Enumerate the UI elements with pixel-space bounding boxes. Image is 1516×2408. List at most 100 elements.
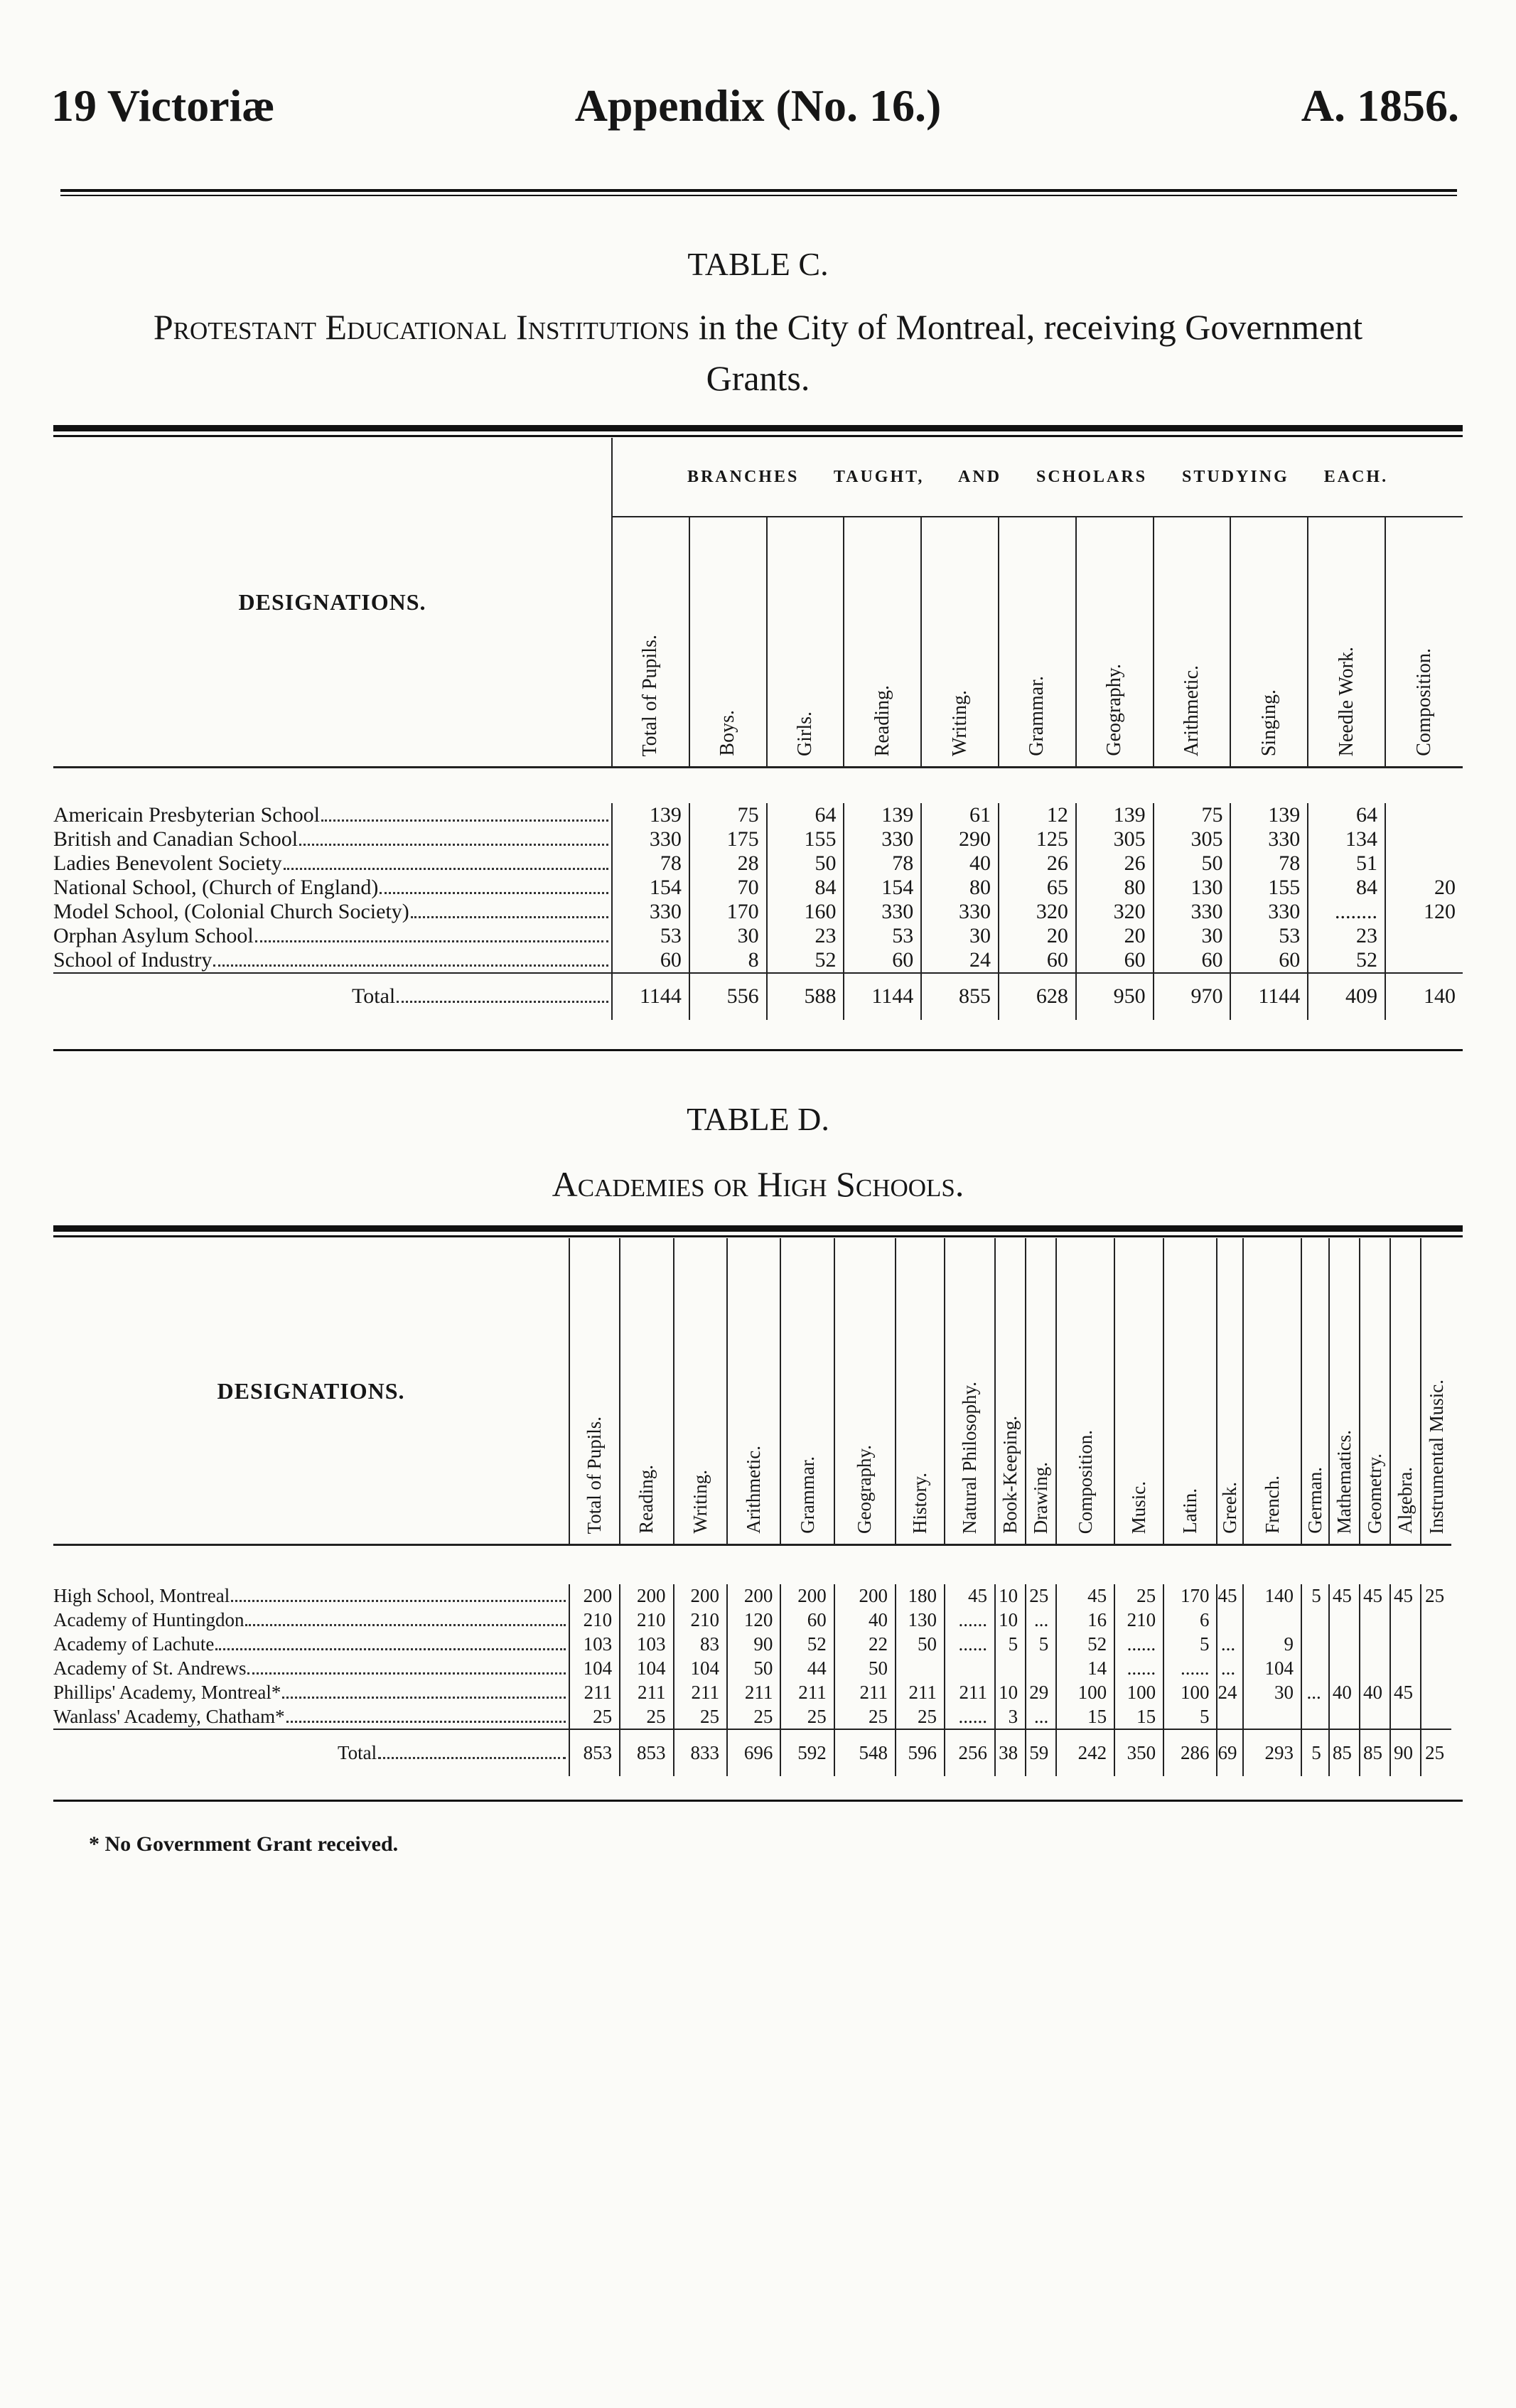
cell: ...: [1300, 1680, 1329, 1705]
column-header: Arithmetic.: [1152, 517, 1231, 768]
cell: 320: [1075, 899, 1154, 924]
cell: 139: [843, 802, 922, 827]
cell: 22: [833, 1632, 896, 1657]
cell: 210: [1114, 1608, 1164, 1633]
cell: 40: [1358, 1680, 1390, 1705]
cell: ........: [1307, 899, 1386, 924]
cell: [1358, 1704, 1390, 1729]
cell: 25: [726, 1704, 781, 1729]
cell: 5: [1163, 1632, 1217, 1657]
cell: 60: [1075, 947, 1154, 973]
cell: 25: [780, 1704, 834, 1729]
table-row: High School, Montreal 200 200 200 200 200 200 1…: [53, 1584, 1452, 1608]
cell: 104: [568, 1656, 620, 1681]
row-label-wrap: Orphan Asylum School: [53, 924, 611, 948]
table-row: Academy of Huntingdon 210 210 210 120 60 40 130…: [53, 1608, 1452, 1633]
cell: 40: [833, 1608, 896, 1633]
cell: 211: [943, 1680, 996, 1705]
cell: 950: [1075, 972, 1154, 1020]
cell: 330: [611, 827, 689, 851]
cell: 154: [843, 875, 922, 900]
cell: [1242, 1704, 1301, 1729]
group-header: BRANCHES TAUGHT, AND SCHOLARS STUDYING E…: [611, 438, 1463, 517]
cell: 211: [726, 1680, 781, 1705]
cell: [943, 1656, 996, 1681]
cell: 25: [1420, 1584, 1452, 1608]
column-header: Grammar.: [998, 517, 1076, 768]
cell: 45: [943, 1584, 996, 1608]
column-header: Reading.: [619, 1238, 674, 1545]
table-label: TABLE C.: [687, 246, 829, 282]
cell: 60: [998, 947, 1076, 973]
cell: 80: [920, 875, 999, 900]
row-label-wrap: Phillips' Academy, Montreal*: [53, 1682, 569, 1704]
leader-dots: [213, 964, 609, 967]
column-header: Reading.: [843, 517, 922, 768]
row-label-cell: Academy of Huntingdon: [53, 1608, 570, 1633]
cell: 330: [843, 827, 922, 851]
cell: 1144: [611, 972, 689, 1020]
column-header-text: History.: [908, 1473, 930, 1534]
column-header-row: DESIGNATIONS. Total of Pupils. Reading. Wri…: [53, 1238, 1452, 1545]
row-label-cell: Academy of St. Andrews: [53, 1656, 570, 1681]
column-header-text: Natural Philosophy.: [958, 1381, 980, 1534]
column-header: Greek.: [1216, 1238, 1244, 1545]
row-label-wrap: Academy of St. Andrews: [53, 1657, 569, 1679]
spacer-cell: [53, 768, 1463, 803]
column-header-text: Grammar.: [796, 1456, 818, 1534]
cell: 65: [998, 875, 1076, 900]
leader-dots: [231, 1600, 566, 1602]
cell: 330: [843, 899, 922, 924]
cell: [894, 1656, 945, 1681]
row-label: Wanlass' Academy, Chatham*: [53, 1705, 285, 1727]
total-row: Total 853 853 833 696 592 548 596 256 38 59 242 350 2…: [53, 1728, 1452, 1776]
column-header-text: Geometry.: [1363, 1453, 1385, 1534]
cell: 30: [688, 923, 767, 948]
column-header-text: Mathematics.: [1333, 1429, 1355, 1534]
cell: 20: [1385, 875, 1463, 900]
cell: 78: [611, 851, 689, 876]
cell: 104: [672, 1656, 727, 1681]
cell: 61: [920, 802, 999, 827]
column-header-text: Music.: [1128, 1480, 1150, 1534]
cell: 409: [1307, 972, 1386, 1020]
cell: 85: [1328, 1728, 1360, 1776]
leader-dots: [245, 1624, 566, 1626]
cell: 330: [611, 899, 689, 924]
cell: 52: [780, 1632, 834, 1657]
cell: [1358, 1632, 1390, 1657]
cell: [1389, 1704, 1421, 1729]
cell: 50: [1152, 851, 1231, 876]
cell: 104: [1242, 1656, 1301, 1681]
column-header-text: Composition.: [1413, 648, 1436, 756]
column-header: Grammar.: [780, 1238, 834, 1545]
cell: [1420, 1680, 1452, 1705]
cell: 134: [1307, 827, 1386, 851]
cell: 84: [765, 875, 844, 900]
leader-dots: [380, 891, 609, 894]
row-label-wrap: School of Industry: [53, 948, 611, 972]
column-header-text: Arithmetic.: [743, 1446, 765, 1534]
row-label-cell: Orphan Asylum School: [53, 923, 613, 948]
cell: 120: [726, 1608, 781, 1633]
cell: [1300, 1608, 1329, 1633]
leader-dots: [283, 867, 609, 870]
designations-header: DESIGNATIONS.: [53, 438, 613, 768]
cell: 30: [1242, 1680, 1301, 1705]
cell: 200: [726, 1584, 781, 1608]
column-header: Latin.: [1163, 1238, 1217, 1545]
cell: [1300, 1704, 1329, 1729]
cell: 25: [833, 1704, 896, 1729]
column-header: Composition.: [1055, 1238, 1115, 1545]
column-header-text: Total of Pupils.: [584, 1416, 606, 1534]
leader-dots: [286, 1720, 566, 1723]
row-label: Academy of Lachute: [53, 1633, 215, 1655]
leader-dots: [254, 940, 609, 942]
total-label: Total: [352, 984, 396, 1008]
table-row: Wanlass' Academy, Chatham* 25 25 25 25 25 25 25…: [53, 1704, 1452, 1729]
cell: 60: [1230, 947, 1308, 973]
cell: [1358, 1656, 1390, 1681]
cell: 80: [1075, 875, 1154, 900]
column-header-text: Grammar.: [1026, 676, 1048, 756]
table-row: Ladies Benevolent Society 78 28 50 78 40 26 26 5…: [53, 851, 1463, 876]
